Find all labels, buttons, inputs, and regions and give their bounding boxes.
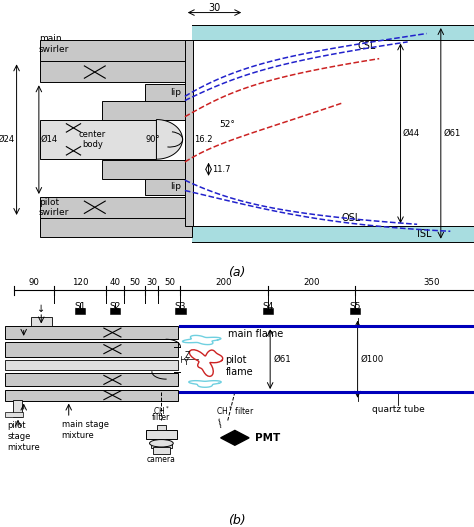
Text: CSL: CSL xyxy=(358,41,376,51)
Bar xyxy=(156,425,166,430)
Bar xyxy=(192,226,474,241)
Text: Ø14: Ø14 xyxy=(41,135,58,144)
Text: 200: 200 xyxy=(303,278,320,287)
Text: 90°: 90° xyxy=(146,135,160,144)
Text: PMT: PMT xyxy=(255,433,280,443)
Ellipse shape xyxy=(149,440,173,447)
Text: 120: 120 xyxy=(72,278,88,287)
Bar xyxy=(40,197,192,218)
Bar xyxy=(40,62,192,82)
Text: Ø61: Ø61 xyxy=(273,355,291,364)
Bar xyxy=(102,101,185,120)
Text: OSL: OSL xyxy=(341,213,361,223)
Bar xyxy=(146,430,176,439)
Text: CH$^*$: CH$^*$ xyxy=(153,405,170,417)
Bar xyxy=(40,218,192,237)
Text: main flame: main flame xyxy=(228,329,283,339)
Bar xyxy=(5,360,178,370)
Text: quartz tube: quartz tube xyxy=(372,405,425,414)
Bar xyxy=(31,317,52,326)
Text: 50: 50 xyxy=(129,278,140,287)
Text: 200: 200 xyxy=(216,278,232,287)
Text: center
body: center body xyxy=(79,130,106,149)
Text: S3: S3 xyxy=(174,301,186,310)
Text: S1: S1 xyxy=(74,301,85,310)
Text: 30: 30 xyxy=(208,3,220,13)
Bar xyxy=(192,25,474,41)
Text: main stage
mixture: main stage mixture xyxy=(62,421,109,441)
Polygon shape xyxy=(220,431,249,445)
Text: 350: 350 xyxy=(423,278,440,287)
Text: camera: camera xyxy=(147,455,176,464)
Bar xyxy=(185,41,193,226)
Bar xyxy=(13,400,22,417)
Bar xyxy=(109,308,120,315)
Bar xyxy=(151,442,172,448)
Bar xyxy=(145,179,193,195)
Text: 40: 40 xyxy=(109,278,120,287)
Bar xyxy=(263,308,273,315)
Text: 16.2: 16.2 xyxy=(194,135,213,144)
Text: lip: lip xyxy=(170,182,181,191)
Text: 50: 50 xyxy=(164,278,175,287)
Bar xyxy=(153,447,170,454)
Bar xyxy=(40,120,156,159)
Bar xyxy=(175,308,185,315)
Bar xyxy=(40,41,192,62)
Text: 52°: 52° xyxy=(219,120,235,129)
Text: S4: S4 xyxy=(262,301,273,310)
Bar xyxy=(145,84,193,101)
Bar xyxy=(5,326,178,339)
Bar xyxy=(102,160,185,179)
Text: (b): (b) xyxy=(228,514,246,527)
Text: Ø24: Ø24 xyxy=(0,135,14,144)
Text: Ø61: Ø61 xyxy=(443,129,460,138)
Text: Z: Z xyxy=(184,351,190,360)
Text: lip: lip xyxy=(170,88,181,97)
Text: 30: 30 xyxy=(146,278,157,287)
Text: S2: S2 xyxy=(109,301,120,310)
Text: main
swirler: main swirler xyxy=(39,34,69,54)
Text: Ø44: Ø44 xyxy=(403,129,420,138)
Bar xyxy=(74,308,85,315)
Text: CH$^*$ filter: CH$^*$ filter xyxy=(216,405,254,417)
Text: ISL: ISL xyxy=(417,229,432,239)
Text: filter: filter xyxy=(152,413,171,422)
Bar xyxy=(5,374,178,386)
Bar xyxy=(5,412,23,417)
Text: /: / xyxy=(217,418,225,429)
Text: Ø100: Ø100 xyxy=(361,355,384,364)
Text: 90: 90 xyxy=(28,278,39,287)
Bar xyxy=(350,308,360,315)
Polygon shape xyxy=(156,120,182,159)
Text: pilot
flame: pilot flame xyxy=(225,355,253,377)
Bar xyxy=(5,389,178,401)
Text: pilot
swirler: pilot swirler xyxy=(39,198,69,217)
Text: Y: Y xyxy=(184,358,189,367)
Text: 11.7: 11.7 xyxy=(212,165,231,174)
Text: pilot
stage
mixture: pilot stage mixture xyxy=(7,421,40,452)
Bar xyxy=(5,341,178,357)
Text: S5: S5 xyxy=(349,301,361,310)
Text: ↓: ↓ xyxy=(37,304,46,314)
Text: (a): (a) xyxy=(228,266,246,279)
